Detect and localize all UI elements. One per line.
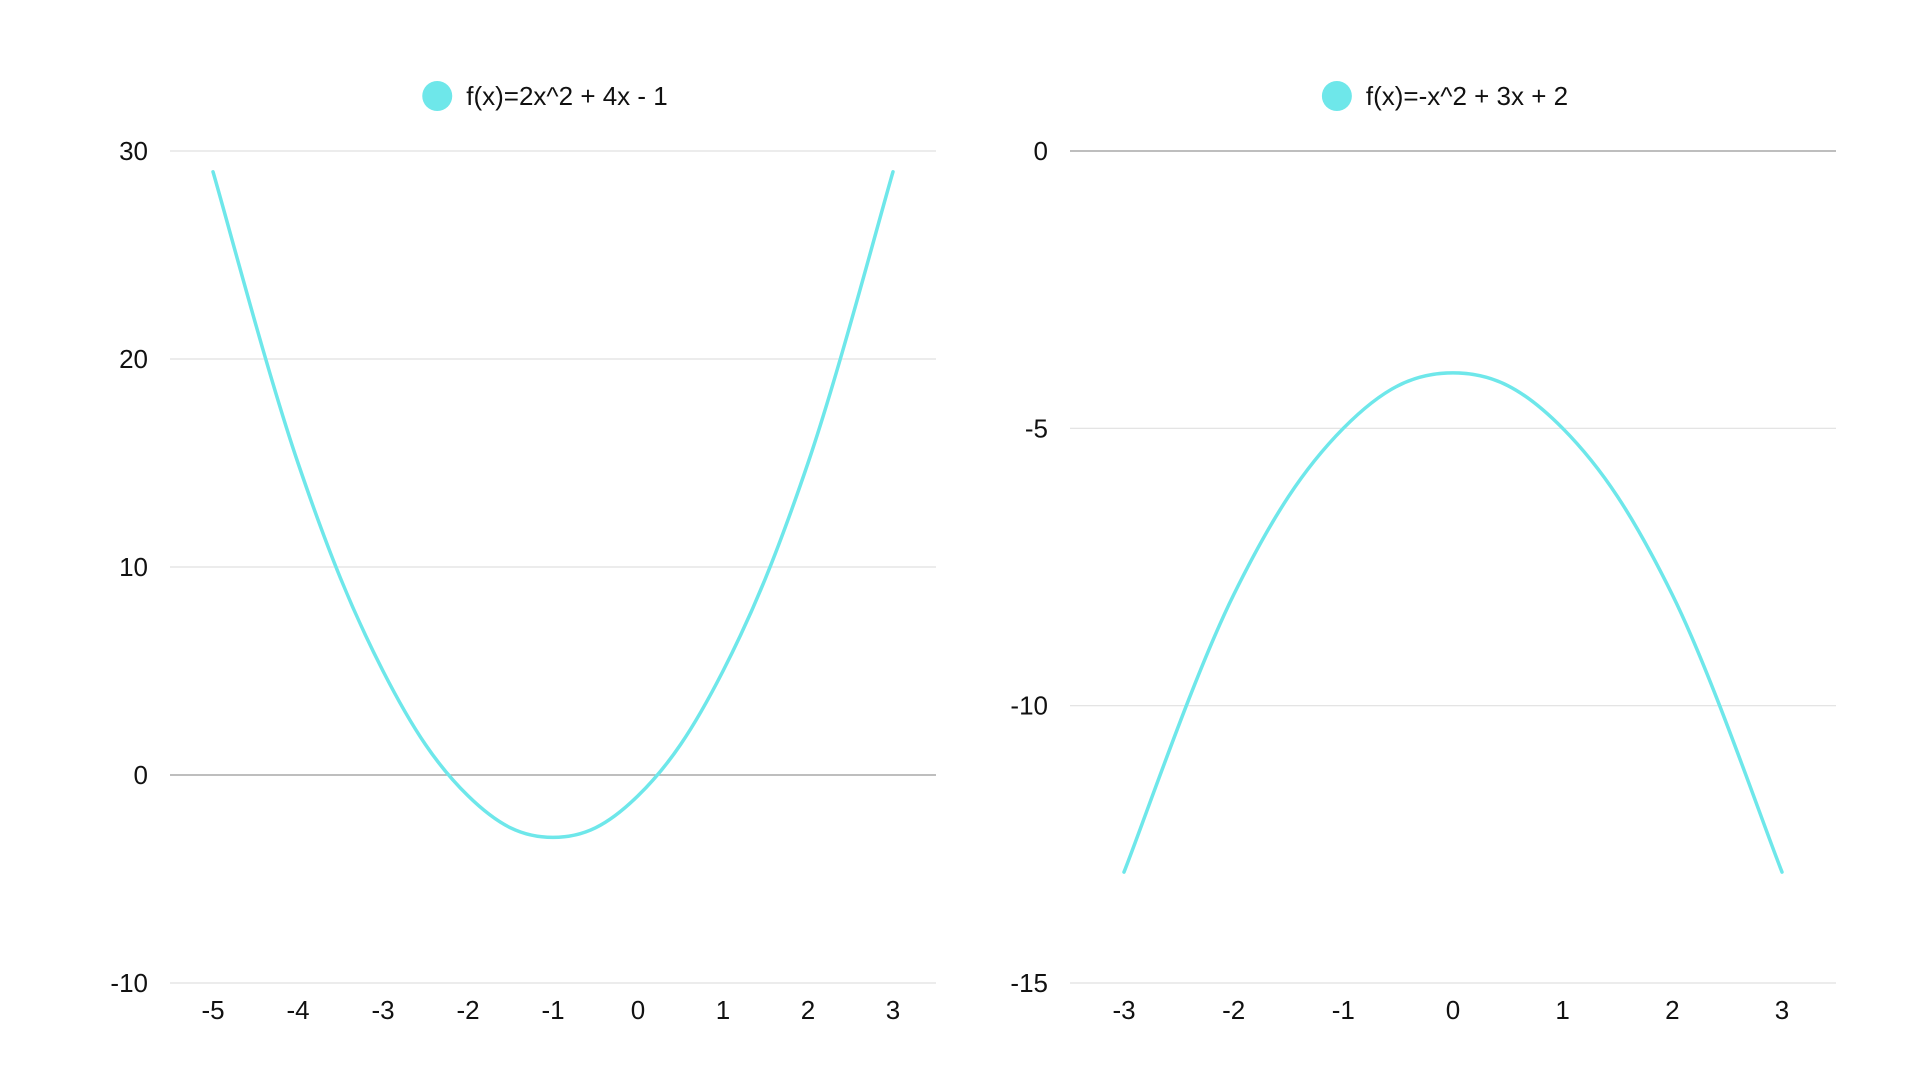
x-tick-label: 2 <box>1665 995 1679 1025</box>
x-tick-label: 1 <box>1555 995 1569 1025</box>
x-tick-label: -3 <box>371 995 394 1025</box>
legend-swatch <box>1321 81 1352 111</box>
x-tick-label: 1 <box>716 995 730 1025</box>
x-tick-label: -4 <box>286 995 309 1025</box>
x-tick-label: 2 <box>801 995 815 1025</box>
series-line <box>211 170 895 840</box>
y-tick-label: -5 <box>1025 413 1048 443</box>
y-tick-label: 10 <box>119 552 148 582</box>
series-line <box>1122 371 1784 874</box>
x-tick-label: -1 <box>541 995 564 1025</box>
legend-label: f(x)=2x^2 + 4x - 1 <box>466 81 668 111</box>
x-tick-label: 3 <box>886 995 900 1025</box>
y-tick-label: -15 <box>1010 968 1048 998</box>
legend: f(x)=2x^2 + 4x - 1 <box>422 81 668 111</box>
y-tick-label: 0 <box>1034 136 1048 166</box>
legend-label: f(x)=-x^2 + 3x + 2 <box>1366 81 1568 111</box>
x-tick-label: -5 <box>201 995 224 1025</box>
y-tick-label: 0 <box>134 760 148 790</box>
x-tick-label: 0 <box>631 995 645 1025</box>
x-tick-label: -1 <box>1332 995 1355 1025</box>
right-chart: 0-5-10-15-3 -2 -1 0 1 2 3f(x)=-x^2 + 3x + 2 <box>1010 81 1836 1025</box>
x-tick-label: 0 <box>1446 995 1460 1025</box>
x-tick-label: -2 <box>456 995 479 1025</box>
legend: f(x)=-x^2 + 3x + 2 <box>1321 81 1568 111</box>
y-tick-label: 20 <box>119 344 148 374</box>
x-tick-label: 3 <box>1775 995 1789 1025</box>
x-tick-label: -2 <box>1222 995 1245 1025</box>
legend-swatch <box>422 81 453 111</box>
y-tick-label: -10 <box>110 968 148 998</box>
y-tick-label: -10 <box>1010 691 1048 721</box>
x-tick-label: -3 <box>1112 995 1135 1025</box>
y-tick-label: 30 <box>119 136 148 166</box>
